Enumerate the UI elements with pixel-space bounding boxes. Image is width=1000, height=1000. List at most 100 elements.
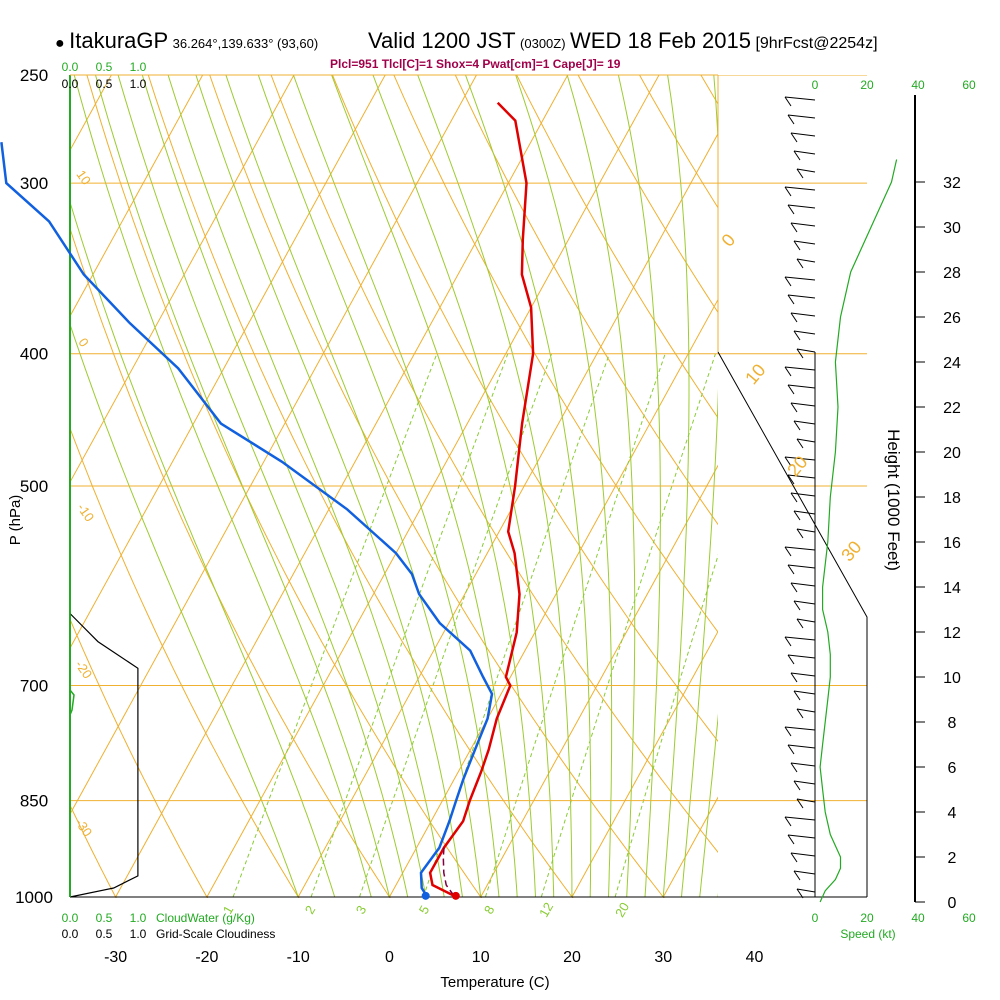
temperature-tick-label: -10 <box>287 949 310 966</box>
profile-layer <box>0 96 898 903</box>
wind-barb <box>796 798 816 803</box>
wind-barb-flag <box>784 726 792 737</box>
wind-barb <box>787 744 816 749</box>
cloudiness-top-tick-label: 1.0 <box>130 77 147 91</box>
wind-barb <box>793 420 816 425</box>
wind-barb <box>787 384 816 389</box>
wind-barb <box>790 312 816 317</box>
station-dot-icon: ● <box>55 35 65 52</box>
height-tick-label: 20 <box>943 445 961 462</box>
wind-barb <box>784 456 816 461</box>
wind-barb-flag <box>790 222 798 233</box>
isotherm-line <box>70 75 295 484</box>
saturation-adiabat-line <box>225 75 482 898</box>
wind-barb-flag <box>790 762 798 773</box>
dry-adiabat-line <box>147 75 574 898</box>
dry-adiabat-line <box>748 51 1000 926</box>
isotherm-line <box>70 75 204 318</box>
dry-adiabat-line <box>393 75 718 633</box>
height-tick-label: 32 <box>943 175 961 192</box>
wind-barb-flag <box>787 114 795 125</box>
wind-barb <box>790 222 816 227</box>
cloudiness-bottom-tick-label: 0.5 <box>96 927 113 941</box>
cloudwater-bottom-tick-label: 0.5 <box>96 911 113 925</box>
mixing-ratio-label: 5 <box>416 903 433 917</box>
wind-barb <box>793 150 816 155</box>
height-tick-label: 28 <box>943 265 961 282</box>
wind-barb <box>796 168 816 173</box>
wind-barb <box>793 240 816 245</box>
valid-time: Valid 1200 JST <box>368 28 516 53</box>
zulu-time: (0300Z) <box>520 36 566 51</box>
wind-barb <box>793 510 816 515</box>
saturation-adiabat-line <box>662 75 690 898</box>
wind-barb-flag <box>796 798 804 809</box>
cloudwater-bottom-tick-label: 0.0 <box>62 911 79 925</box>
dry-adiabat-line <box>270 75 718 853</box>
height-tick-label: 18 <box>943 490 961 507</box>
dry-adiabat-line <box>454 75 718 526</box>
wind-barb <box>787 294 816 299</box>
pressure-tick-label: 400 <box>20 345 48 364</box>
wind-barb-flag <box>790 492 798 503</box>
wind-barb-flag <box>796 708 804 719</box>
cloudwater-bottom-tick-label: 1.0 <box>130 911 147 925</box>
wind-barb-flag <box>784 546 792 557</box>
cloudiness-profile <box>69 613 139 898</box>
saturation-adiabat-line <box>70 200 336 898</box>
x-axis-label: Temperature (C) <box>440 974 549 991</box>
wind-barb-flag <box>793 870 801 881</box>
temperature-tick-label: -30 <box>104 949 127 966</box>
wind-barb <box>787 474 816 479</box>
grid-layer-right <box>70 75 867 898</box>
dry-adiabat-line <box>70 804 117 898</box>
wind-barb <box>787 114 816 119</box>
saturation-adiabat-line <box>95 75 390 898</box>
temperature-tick-label: -20 <box>195 949 218 966</box>
saturation-adiabat-line <box>617 75 661 898</box>
saturation-adiabat-label: 30 <box>837 537 865 565</box>
wind-barb-flag <box>787 744 795 755</box>
saturation-adiabat-label: 10 <box>741 360 769 388</box>
frame-layer <box>69 74 916 902</box>
dry-adiabat-line <box>70 617 209 898</box>
wind-barb-flag <box>793 690 801 701</box>
grid-layer <box>70 51 1000 926</box>
wind-barb <box>790 852 816 857</box>
wind-barb <box>784 276 816 281</box>
wind-barb-flag <box>790 852 798 863</box>
speed-axis-label: Speed (kt) <box>840 927 895 941</box>
height-tick-label: 0 <box>948 895 957 912</box>
saturation-adiabat-line <box>681 75 718 898</box>
saturation-adiabat-line <box>331 75 536 898</box>
cloudiness-top-tick-label: 0.0 <box>62 77 79 91</box>
height-tick-label: 26 <box>943 310 961 327</box>
cloud-water-profile <box>69 110 75 897</box>
wind-barb <box>790 402 816 407</box>
cloudwater-top-tick-label: 0.0 <box>62 60 79 74</box>
dry-adiabat-line <box>70 426 300 898</box>
mixing-ratio-label: 20 <box>612 900 632 920</box>
saturation-adiabat-line <box>117 75 409 898</box>
wind-barb-flag <box>784 816 792 827</box>
dry-adiabat-label: -10 <box>74 500 97 524</box>
pressure-tick-label: 1000 <box>15 888 53 907</box>
height-tick-label: 24 <box>943 355 961 372</box>
wind-barb <box>793 780 816 785</box>
valid-date: WED 18 Feb 2015 <box>570 28 751 53</box>
surface-temp-marker <box>451 891 460 900</box>
station-coords: 36.264°,139.633° (93,60) <box>172 36 319 51</box>
wind-barb <box>784 366 816 371</box>
mixing-ratio-line <box>484 353 666 898</box>
wind-barb <box>787 204 816 209</box>
wind-speed-profile <box>819 159 898 903</box>
height-tick-label: 22 <box>943 400 961 417</box>
cloudiness-top-tick-label: 0.5 <box>96 77 113 91</box>
dry-adiabat-label: -20 <box>72 657 95 681</box>
dry-adiabat-line <box>209 75 665 898</box>
saturation-adiabat-line <box>372 75 555 898</box>
wind-barb <box>790 762 816 767</box>
speed-bottom-tick-label: 60 <box>962 911 976 925</box>
wind-barb-flag <box>796 618 804 629</box>
wind-barb-flag <box>787 384 795 395</box>
